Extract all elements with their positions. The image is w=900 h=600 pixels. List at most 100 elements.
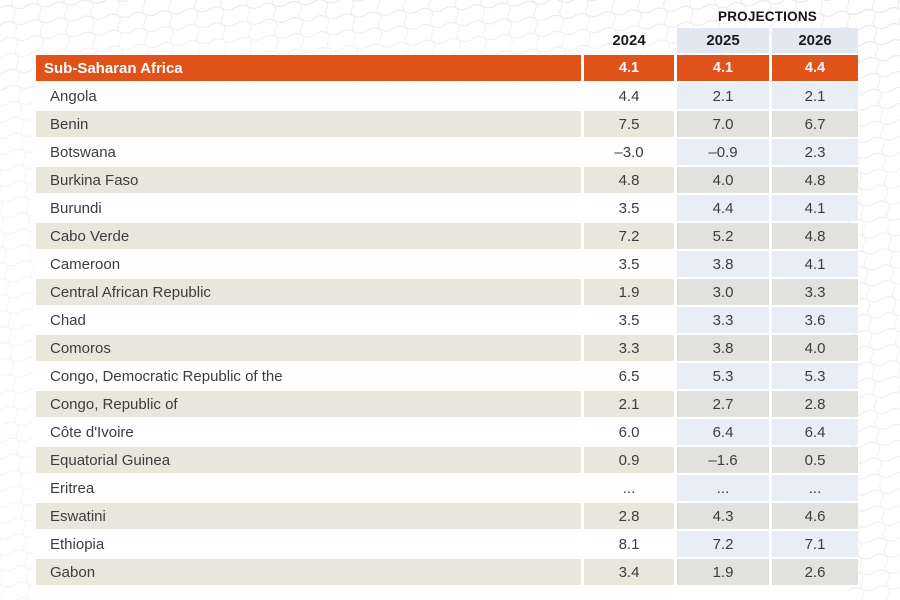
value-2025: 2.7 (677, 391, 769, 417)
value-2025: –1.6 (677, 447, 769, 473)
country-name: Côte d'Ivoire (36, 419, 581, 445)
country-name: Burundi (36, 195, 581, 221)
value-2024: 6.5 (584, 363, 674, 389)
country-name: Congo, Democratic Republic of the (36, 363, 581, 389)
value-2025: 2.1 (677, 83, 769, 109)
table-row: Burkina Faso 4.8 4.0 4.8 (36, 167, 858, 193)
table-row: Congo, Republic of 2.1 2.7 2.8 (36, 391, 858, 417)
growth-projections-table: PROJECTIONS 2024 2025 2026 Sub-Saharan A… (33, 5, 861, 587)
value-2025: ... (677, 475, 769, 501)
country-name: Chad (36, 307, 581, 333)
value-2024: 0.9 (584, 447, 674, 473)
year-header-row: 2024 2025 2026 (36, 28, 858, 53)
country-name: Ethiopia (36, 531, 581, 557)
country-name: Equatorial Guinea (36, 447, 581, 473)
value-2024: 4.8 (584, 167, 674, 193)
projections-group-label: PROJECTIONS (718, 9, 817, 24)
country-name: Eswatini (36, 503, 581, 529)
country-name: Burkina Faso (36, 167, 581, 193)
region-value-2026: 4.4 (772, 55, 858, 81)
value-2024: 3.5 (584, 307, 674, 333)
value-2024: 3.3 (584, 335, 674, 361)
value-2026: 2.3 (772, 139, 858, 165)
value-2025: 5.2 (677, 223, 769, 249)
projections-group-header-row: PROJECTIONS (36, 7, 858, 26)
value-2024: ... (584, 475, 674, 501)
value-2025: 7.0 (677, 111, 769, 137)
country-name: Cabo Verde (36, 223, 581, 249)
table-row: Congo, Democratic Republic of the 6.5 5.… (36, 363, 858, 389)
value-2026: 6.7 (772, 111, 858, 137)
table-row: Benin 7.5 7.0 6.7 (36, 111, 858, 137)
value-2026: 3.6 (772, 307, 858, 333)
value-2024: 6.0 (584, 419, 674, 445)
value-2026: 4.8 (772, 167, 858, 193)
value-2026: 2.6 (772, 559, 858, 585)
table-row: Eswatini 2.8 4.3 4.6 (36, 503, 858, 529)
country-name: Central African Republic (36, 279, 581, 305)
table-row: Eritrea ... ... ... (36, 475, 858, 501)
value-2026: 6.4 (772, 419, 858, 445)
value-2026: 5.3 (772, 363, 858, 389)
value-2026: 0.5 (772, 447, 858, 473)
country-name: Cameroon (36, 251, 581, 277)
value-2025: 3.8 (677, 251, 769, 277)
value-2025: 7.2 (677, 531, 769, 557)
value-2024: 2.1 (584, 391, 674, 417)
value-2026: 4.6 (772, 503, 858, 529)
value-2025: 6.4 (677, 419, 769, 445)
table-row: Equatorial Guinea 0.9 –1.6 0.5 (36, 447, 858, 473)
table-row: Cabo Verde 7.2 5.2 4.8 (36, 223, 858, 249)
value-2026: 2.8 (772, 391, 858, 417)
table-row: Botswana –3.0 –0.9 2.3 (36, 139, 858, 165)
column-header-2025: 2025 (677, 28, 769, 53)
table-row: Chad 3.5 3.3 3.6 (36, 307, 858, 333)
value-2024: 7.5 (584, 111, 674, 137)
value-2024: 7.2 (584, 223, 674, 249)
value-2026: 7.1 (772, 531, 858, 557)
value-2026: ... (772, 475, 858, 501)
value-2026: 4.1 (772, 251, 858, 277)
value-2026: 2.1 (772, 83, 858, 109)
value-2026: 4.0 (772, 335, 858, 361)
value-2025: 3.0 (677, 279, 769, 305)
country-name: Congo, Republic of (36, 391, 581, 417)
column-header-2026: 2026 (772, 28, 858, 53)
region-value-2025: 4.1 (677, 55, 769, 81)
value-2024: 3.5 (584, 195, 674, 221)
value-2026: 4.1 (772, 195, 858, 221)
value-2025: 3.3 (677, 307, 769, 333)
value-2024: 3.5 (584, 251, 674, 277)
value-2025: –0.9 (677, 139, 769, 165)
table-row: Burundi 3.5 4.4 4.1 (36, 195, 858, 221)
value-2024: 3.4 (584, 559, 674, 585)
value-2026: 3.3 (772, 279, 858, 305)
country-name: Gabon (36, 559, 581, 585)
region-label: Sub-Saharan Africa (36, 55, 581, 81)
value-2025: 4.0 (677, 167, 769, 193)
table-row: Cameroon 3.5 3.8 4.1 (36, 251, 858, 277)
table-row: Côte d'Ivoire 6.0 6.4 6.4 (36, 419, 858, 445)
value-2025: 5.3 (677, 363, 769, 389)
value-2024: 1.9 (584, 279, 674, 305)
value-2024: 8.1 (584, 531, 674, 557)
value-2026: 4.8 (772, 223, 858, 249)
table-row: Ethiopia 8.1 7.2 7.1 (36, 531, 858, 557)
column-header-2024: 2024 (612, 32, 646, 49)
country-name: Comoros (36, 335, 581, 361)
value-2024: –3.0 (584, 139, 674, 165)
value-2024: 4.4 (584, 83, 674, 109)
value-2025: 4.3 (677, 503, 769, 529)
value-2025: 4.4 (677, 195, 769, 221)
table-row: Gabon 3.4 1.9 2.6 (36, 559, 858, 585)
country-name: Benin (36, 111, 581, 137)
region-value-2024: 4.1 (584, 55, 674, 81)
value-2025: 1.9 (677, 559, 769, 585)
value-2024: 2.8 (584, 503, 674, 529)
value-2025: 3.8 (677, 335, 769, 361)
table-row: Angola 4.4 2.1 2.1 (36, 83, 858, 109)
country-name: Angola (36, 83, 581, 109)
table-row: Comoros 3.3 3.8 4.0 (36, 335, 858, 361)
table-row-region-total: Sub-Saharan Africa 4.1 4.1 4.4 (36, 55, 858, 81)
